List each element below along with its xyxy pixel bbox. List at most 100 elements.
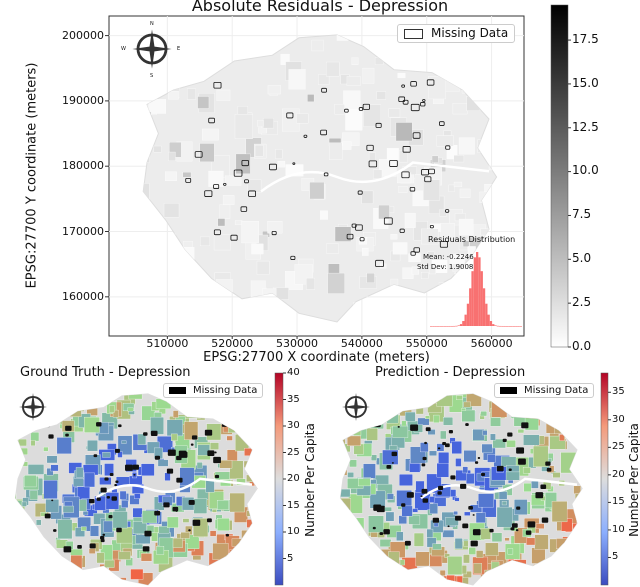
main-map-missing-data-region [409, 186, 416, 192]
main-map-missing-data-region [424, 176, 432, 183]
gt-map-region [218, 564, 235, 584]
main-map-region [428, 76, 446, 100]
histogram-bar [443, 325, 447, 327]
pred-map-region [539, 571, 553, 585]
pred-map-region [497, 400, 507, 407]
pred-map-region [427, 429, 436, 435]
pred-map-region [415, 406, 424, 415]
pred-map-region [432, 393, 439, 395]
main-map-region [458, 137, 475, 155]
main-map-missing-data-region [358, 107, 364, 111]
histogram-bar [482, 288, 486, 326]
pred-map-region [445, 517, 459, 526]
main-map-missing-data-region [399, 228, 405, 233]
gt-map-missing-data-region [106, 495, 110, 499]
main-map-region [234, 114, 253, 139]
main-map-missing-data-region [269, 163, 277, 171]
main-map-missing-data-region [213, 229, 221, 236]
gt-map-region [112, 409, 119, 418]
pred-map-region [429, 554, 443, 567]
main-map-missing-data-region [366, 144, 374, 151]
pred-map-region [559, 434, 565, 441]
gt-map-missing-data-region [178, 450, 187, 457]
gt-map-region [105, 492, 120, 510]
gt-map-region [82, 511, 89, 516]
gt-map-region [193, 498, 208, 514]
pred-map-region [446, 574, 455, 584]
pred-map-region [386, 413, 399, 424]
gt-map-missing-data-region [116, 527, 122, 533]
histogram-bar [459, 324, 463, 326]
main-map-missing-data-region [351, 223, 357, 228]
pred-map-region [540, 495, 546, 501]
pred-map-region [412, 508, 418, 513]
gt-map-region [147, 441, 160, 454]
main-map-missing-data-region [204, 190, 213, 197]
pred-map-region [404, 571, 412, 577]
gt-map-region [195, 399, 201, 404]
pred-map-region [454, 538, 463, 550]
pred-map-region [505, 471, 520, 481]
gt-map-region [19, 447, 28, 455]
pred-map-region [366, 566, 381, 585]
gt-map-region [109, 393, 115, 398]
gt-map-region [50, 464, 59, 472]
gt-map-region [15, 506, 18, 516]
pred-map-missing-data-region [515, 529, 519, 532]
pred-map-region [552, 472, 561, 478]
pred-map-region [340, 556, 344, 564]
gt-map-region [56, 437, 72, 455]
pred-map-missing-data-region [422, 498, 429, 503]
gt-map-region [260, 520, 268, 526]
gt-map-missing-data-region [132, 464, 139, 470]
pred-colorbar-tick-label: 10 [612, 523, 625, 535]
pred-map-missing-data-region [546, 467, 552, 472]
pred-map-region [496, 506, 513, 528]
gt-map-region [118, 551, 131, 560]
pred-map-region [514, 401, 531, 414]
pred-map-region [340, 420, 352, 429]
pred-map-missing-data-region [516, 506, 521, 510]
main-title: Absolute Residuals - Depression [191, 0, 449, 15]
gt-map-region [45, 405, 60, 417]
pred-map-region [408, 515, 421, 525]
gt-compass-icon [19, 393, 47, 421]
main-map-region [326, 61, 340, 77]
main-map-missing-data-region [428, 168, 435, 175]
gt-map-region [237, 557, 254, 577]
gt-map-region [217, 518, 230, 531]
gt-map-missing-data-region [96, 497, 101, 501]
gt-map-missing-data-region [176, 455, 182, 461]
gt-map-region [102, 452, 111, 458]
pred-map-region [496, 574, 507, 582]
pred-map-region [522, 467, 531, 474]
pred-map-region [429, 503, 438, 514]
main-map-region [363, 104, 382, 127]
pred-map-region [455, 458, 462, 467]
main-map-region [277, 160, 286, 168]
main-colorbar-tick-label: 17.5 [572, 31, 599, 46]
main-map-region [200, 236, 210, 247]
pred-map-region [531, 547, 546, 564]
gt-map-region [1, 443, 10, 452]
gt-map-missing-data-region [163, 502, 170, 508]
pred-map-region [386, 397, 394, 404]
pred-map-region [481, 443, 493, 454]
gt-map-missing-data-region [144, 530, 152, 537]
x-tick-label: 530000 [276, 337, 319, 350]
pred-map-region [341, 532, 357, 548]
pred-map-region [433, 414, 440, 423]
gt-map-region [249, 425, 258, 438]
pred-map-region [433, 522, 439, 527]
x-tick-label: 520000 [211, 337, 254, 350]
pred-map-missing-data-region [404, 540, 411, 546]
pred-map-region [473, 563, 482, 574]
gt-map-region [20, 530, 32, 538]
main-map-missing-data-region [398, 96, 406, 103]
main-map-region [334, 104, 345, 115]
pred-map-region [429, 450, 437, 456]
pred-map-region [340, 555, 346, 566]
main-map-missing-data-region [439, 241, 448, 248]
pred-map-region [423, 393, 435, 404]
